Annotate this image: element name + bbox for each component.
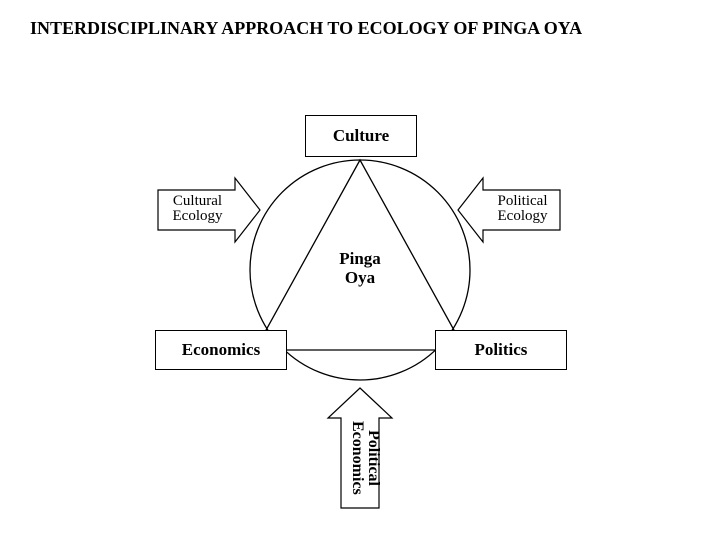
node-economics-label: Economics (182, 341, 260, 359)
node-culture-label: Culture (333, 127, 389, 145)
node-politics: Politics (435, 330, 567, 370)
arrow-bottom-label: Political Economics (349, 412, 381, 504)
diagram-container: Culture Economics Politics Pinga Oya Cul… (140, 100, 580, 520)
center-label: Pinga Oya (335, 250, 385, 287)
node-politics-label: Politics (475, 341, 528, 359)
node-economics: Economics (155, 330, 287, 370)
node-culture: Culture (305, 115, 417, 157)
arrow-right-label: Political Ecology (490, 194, 555, 224)
arrow-left-label: Cultural Ecology (165, 194, 230, 224)
page-title: INTERDISCIPLINARY APPROACH TO ECOLOGY OF… (30, 18, 582, 39)
